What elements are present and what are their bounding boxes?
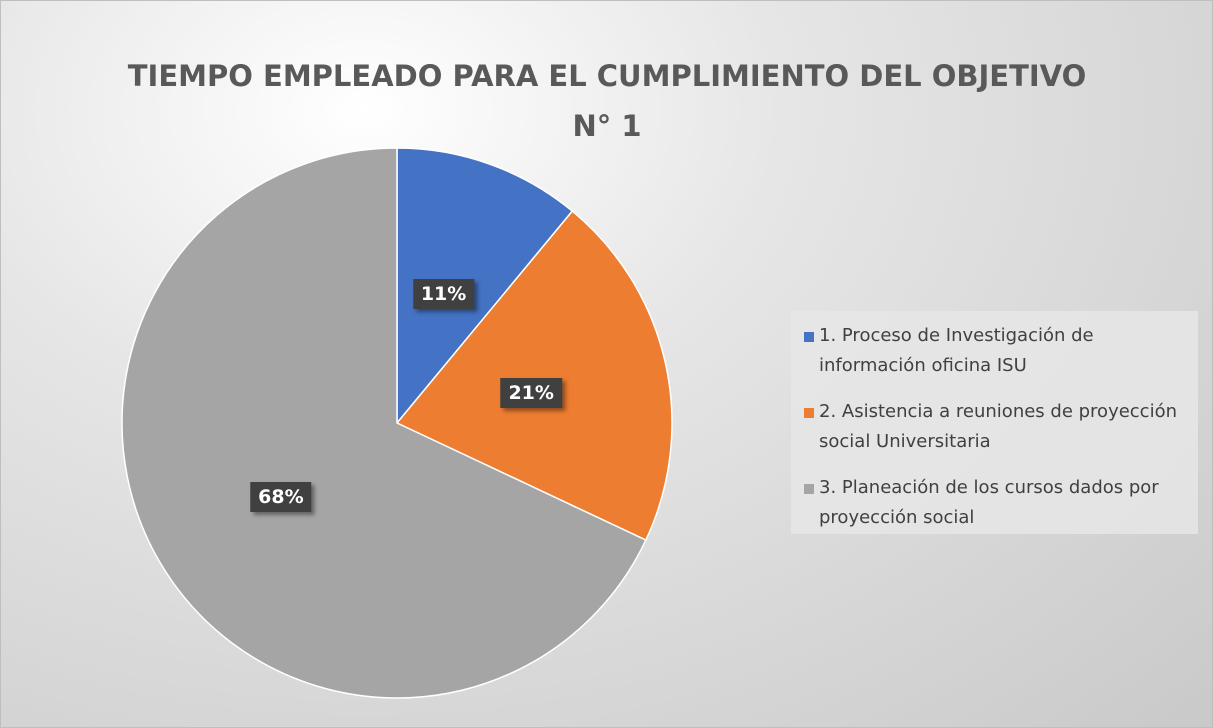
legend-swatch [804, 408, 814, 418]
legend-swatch [804, 332, 814, 342]
legend-entry: 2. Asistencia a reuniones de proyección … [804, 397, 1189, 457]
pie-slice [121, 147, 647, 699]
data-label: 21% [500, 378, 562, 408]
legend: 1. Proceso de Investigación de informaci… [791, 311, 1198, 534]
legend-entry: 3. Planeación de los cursos dados por pr… [804, 473, 1189, 533]
legend-swatch [804, 484, 814, 494]
legend-label: 3. Planeación de los cursos dados por pr… [819, 477, 1159, 528]
chart-title: TIEMPO EMPLEADO PARA EL CUMPLIMIENTO DEL… [127, 59, 1087, 143]
pie-slice [395, 210, 673, 542]
legend-entry: 1. Proceso de Investigación de informaci… [804, 321, 1189, 381]
data-label: 68% [250, 481, 312, 512]
pie-slice [396, 147, 574, 426]
data-label: 11% [412, 278, 475, 309]
legend-label: 1. Proceso de Investigación de informaci… [819, 325, 1094, 376]
legend-label: 2. Asistencia a reuniones de proyección … [819, 401, 1178, 452]
